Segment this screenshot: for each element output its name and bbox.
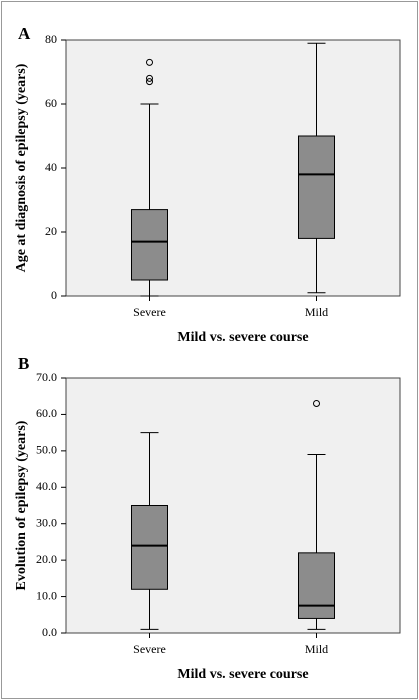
x-tick-label: Mild bbox=[305, 305, 328, 319]
box bbox=[131, 505, 168, 590]
x-tick-label: Mild bbox=[305, 642, 328, 656]
x-axis-label: Mild vs. severe course bbox=[177, 330, 308, 345]
plot-area bbox=[65, 377, 401, 634]
y-tick-label: 60.0 bbox=[36, 406, 57, 420]
outlier bbox=[146, 78, 153, 86]
x-tick-label: Severe bbox=[133, 642, 166, 656]
panel-label: B bbox=[18, 354, 29, 373]
y-axis-label: Age at diagnosis of epilepsy (years) bbox=[14, 63, 29, 272]
box bbox=[298, 135, 335, 239]
outlier bbox=[146, 74, 153, 82]
x-axis-label: Mild vs. severe course bbox=[177, 667, 308, 682]
box bbox=[298, 552, 335, 619]
y-tick-label: 50.0 bbox=[36, 443, 57, 457]
outlier bbox=[313, 400, 320, 407]
x-tick-label: Severe bbox=[133, 305, 166, 319]
panel-label: A bbox=[18, 24, 31, 43]
y-tick-label: 0 bbox=[51, 288, 57, 302]
box bbox=[131, 209, 168, 281]
y-tick-label: 40.0 bbox=[36, 479, 57, 493]
y-tick-label: 0.0 bbox=[42, 625, 57, 639]
y-tick-label: 20.0 bbox=[36, 552, 57, 566]
y-tick-label: 40 bbox=[45, 160, 57, 174]
outlier bbox=[146, 58, 153, 66]
y-tick-label: 10.0 bbox=[36, 588, 57, 602]
y-tick-label: 80 bbox=[45, 32, 57, 46]
y-tick-label: 20 bbox=[45, 224, 57, 238]
plot-area bbox=[65, 39, 401, 297]
y-tick-label: 70.0 bbox=[36, 370, 57, 384]
y-tick-label: 30.0 bbox=[36, 515, 57, 529]
y-tick-label: 60 bbox=[45, 96, 57, 110]
y-axis-label: Evolution of epilepsy (years) bbox=[14, 420, 29, 590]
